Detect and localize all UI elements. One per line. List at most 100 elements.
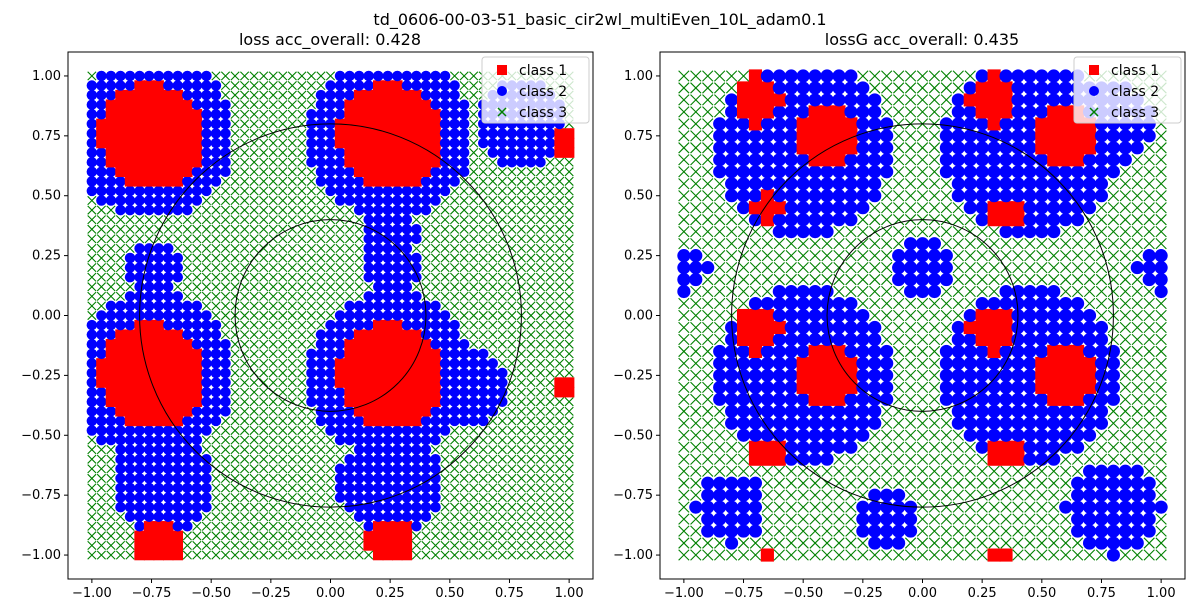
point-class-2 xyxy=(1047,165,1061,179)
point-class-3 xyxy=(545,282,555,292)
point-class-2 xyxy=(382,243,394,254)
point-class-2 xyxy=(844,201,858,215)
point-class-1 xyxy=(115,118,126,130)
point-class-1 xyxy=(162,549,174,561)
point-class-2 xyxy=(736,368,751,382)
reference-circle xyxy=(731,123,1114,508)
point-class-1 xyxy=(115,128,126,139)
point-class-2 xyxy=(497,137,508,149)
point-class-3 xyxy=(545,157,555,167)
point-class-3 xyxy=(928,202,941,214)
point-class-3 xyxy=(182,253,192,263)
point-class-3 xyxy=(450,454,460,464)
point-class-2 xyxy=(796,93,810,107)
point-class-3 xyxy=(535,349,546,359)
point-class-3 xyxy=(564,492,574,503)
point-class-3 xyxy=(335,540,345,551)
point-class-1 xyxy=(1059,117,1073,131)
point-class-3 xyxy=(220,512,231,522)
point-class-3 xyxy=(249,243,259,254)
point-class-3 xyxy=(976,501,988,513)
point-class-3 xyxy=(259,109,269,119)
point-class-3 xyxy=(106,215,116,225)
point-class-1 xyxy=(392,530,403,542)
point-class-2 xyxy=(105,425,117,436)
point-class-2 xyxy=(1035,93,1049,107)
point-class-2 xyxy=(736,165,751,179)
point-class-2 xyxy=(191,453,203,465)
point-class-3 xyxy=(1119,297,1131,310)
x-tick-label: 1.00 xyxy=(1147,586,1176,600)
point-class-3 xyxy=(87,550,97,560)
point-class-1 xyxy=(430,156,441,168)
point-class-3 xyxy=(440,521,450,531)
point-class-2 xyxy=(832,416,846,430)
point-class-3 xyxy=(430,243,441,254)
point-class-1 xyxy=(987,452,1001,466)
point-class-2 xyxy=(115,434,126,446)
point-class-2 xyxy=(306,377,317,388)
point-class-3 xyxy=(306,100,316,110)
point-class-2 xyxy=(172,501,184,513)
point-class-3 xyxy=(1143,285,1155,298)
point-class-3 xyxy=(287,282,297,292)
point-class-1 xyxy=(987,213,1001,227)
point-class-3 xyxy=(1060,249,1072,262)
point-class-3 xyxy=(278,176,288,186)
point-class-3 xyxy=(857,441,869,453)
point-class-3 xyxy=(220,502,231,512)
point-class-2 xyxy=(315,176,327,187)
point-class-1 xyxy=(172,377,184,388)
point-class-2 xyxy=(191,195,203,206)
point-class-2 xyxy=(201,109,212,120)
point-class-1 xyxy=(820,117,834,131)
point-class-3 xyxy=(259,80,269,91)
point-class-3 xyxy=(259,387,269,397)
point-class-3 xyxy=(714,82,726,94)
point-class-3 xyxy=(1119,429,1131,441)
point-class-1 xyxy=(808,117,822,131)
point-class-2 xyxy=(832,93,846,107)
point-class-2 xyxy=(820,81,834,95)
point-class-2 xyxy=(430,176,441,187)
point-class-2 xyxy=(325,396,336,407)
y-tick-label: −0.50 xyxy=(613,428,653,443)
point-class-2 xyxy=(153,453,164,465)
point-class-2 xyxy=(772,225,786,239)
point-class-2 xyxy=(353,511,365,522)
point-class-1 xyxy=(1035,117,1049,131)
point-class-3 xyxy=(450,512,460,522)
point-class-3 xyxy=(268,531,278,541)
point-class-2 xyxy=(401,195,413,206)
point-class-3 xyxy=(833,249,845,262)
point-class-3 xyxy=(259,550,269,560)
point-class-2 xyxy=(951,404,965,418)
point-class-2 xyxy=(468,386,479,398)
point-class-3 xyxy=(1119,309,1131,322)
point-class-3 xyxy=(354,521,364,531)
point-class-2 xyxy=(162,463,174,475)
point-class-2 xyxy=(449,329,460,340)
point-class-3 xyxy=(87,205,97,215)
point-class-2 xyxy=(134,482,145,494)
point-class-2 xyxy=(430,501,441,513)
point-class-1 xyxy=(411,166,422,178)
point-class-2 xyxy=(892,500,906,514)
point-class-2 xyxy=(353,319,365,331)
point-class-3 xyxy=(220,445,231,455)
point-class-2 xyxy=(987,153,1001,167)
point-class-2 xyxy=(86,329,98,340)
point-class-2 xyxy=(449,319,460,331)
point-class-2 xyxy=(1071,512,1085,526)
point-class-3 xyxy=(545,512,555,522)
point-class-3 xyxy=(106,263,116,273)
point-class-2 xyxy=(201,99,212,110)
point-class-3 xyxy=(115,215,126,225)
point-class-3 xyxy=(690,309,702,322)
point-class-3 xyxy=(278,215,288,225)
point-class-3 xyxy=(297,531,307,541)
point-class-2 xyxy=(975,392,989,406)
point-class-3 xyxy=(507,454,517,464)
point-class-3 xyxy=(555,167,565,177)
point-class-3 xyxy=(702,405,714,417)
